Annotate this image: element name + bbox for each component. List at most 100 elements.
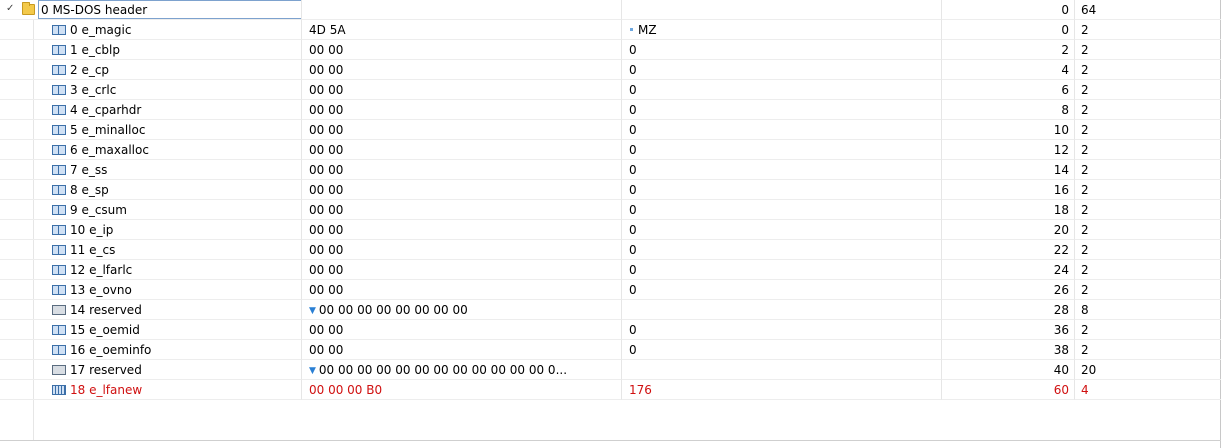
table-row[interactable]: 13 e_ovno 00 00 0 26 2 bbox=[0, 280, 1221, 300]
tree-node-ms-dos-header[interactable]: ✓ 0 MS-DOS header 0 64 bbox=[0, 0, 1221, 20]
dword-field-icon bbox=[52, 385, 66, 395]
field-value-cell[interactable]: 00 00 bbox=[302, 340, 622, 360]
field-value-cell[interactable]: 00 00 bbox=[302, 180, 622, 200]
field-value: 00 00 bbox=[309, 343, 344, 357]
field-name-cell[interactable]: 18 e_lfanew bbox=[0, 380, 302, 400]
chevron-down-icon[interactable]: ✓ bbox=[6, 3, 15, 14]
field-value-cell[interactable]: 00 00 bbox=[302, 140, 622, 160]
field-name-cell[interactable]: 16 e_oeminfo bbox=[0, 340, 302, 360]
field-name-cell[interactable]: 3 e_crlc bbox=[0, 80, 302, 100]
field-value: 00 00 bbox=[309, 103, 344, 117]
field-name-cell[interactable]: 0 e_magic bbox=[0, 20, 302, 40]
word-field-icon bbox=[52, 105, 66, 115]
field-offset: 26 bbox=[942, 280, 1075, 300]
field-description-cell: MZ bbox=[622, 20, 942, 40]
field-name-cell[interactable]: 15 e_oemid bbox=[0, 320, 302, 340]
field-name: 10 e_ip bbox=[70, 223, 114, 237]
field-description-cell bbox=[622, 360, 942, 380]
table-row[interactable]: 8 e_sp 00 00 0 16 2 bbox=[0, 180, 1221, 200]
field-value-cell[interactable]: 00 00 bbox=[302, 320, 622, 340]
table-row[interactable]: 14 reserved ▼ 00 00 00 00 00 00 00 00 28 8 bbox=[0, 300, 1221, 320]
field-description: MZ bbox=[638, 23, 657, 37]
field-value-cell[interactable]: 00 00 bbox=[302, 260, 622, 280]
field-name: 17 reserved bbox=[70, 363, 142, 377]
table-row[interactable]: 7 e_ss 00 00 0 14 2 bbox=[0, 160, 1221, 180]
field-value-cell[interactable]: ▼ 00 00 00 00 00 00 00 00 bbox=[302, 300, 622, 320]
field-description-cell: 0 bbox=[622, 180, 942, 200]
field-name: 1 e_cblp bbox=[70, 43, 120, 57]
field-name-cell[interactable]: 6 e_maxalloc bbox=[0, 140, 302, 160]
field-value-cell[interactable]: 00 00 bbox=[302, 220, 622, 240]
table-row[interactable]: 18 e_lfanew 00 00 00 B0 176 60 4 bbox=[0, 380, 1221, 400]
field-size: 2 bbox=[1075, 100, 1221, 120]
field-name-cell[interactable]: 5 e_minalloc bbox=[0, 120, 302, 140]
table-row[interactable]: 12 e_lfarlc 00 00 0 24 2 bbox=[0, 260, 1221, 280]
word-field-icon bbox=[52, 145, 66, 155]
field-name-cell[interactable]: 4 e_cparhdr bbox=[0, 100, 302, 120]
field-name: 3 e_crlc bbox=[70, 83, 117, 97]
field-name-cell[interactable]: 7 e_ss bbox=[0, 160, 302, 180]
table-row[interactable]: 3 e_crlc 00 00 0 6 2 bbox=[0, 80, 1221, 100]
field-name-cell[interactable]: 9 e_csum bbox=[0, 200, 302, 220]
field-name-cell[interactable]: 10 e_ip bbox=[0, 220, 302, 240]
table-row[interactable]: 15 e_oemid 00 00 0 36 2 bbox=[0, 320, 1221, 340]
field-value-cell[interactable]: 00 00 bbox=[302, 40, 622, 60]
field-description-cell: 0 bbox=[622, 160, 942, 180]
field-value-cell[interactable]: 4D 5A bbox=[302, 20, 622, 40]
field-name-cell[interactable]: 8 e_sp bbox=[0, 180, 302, 200]
expand-triangle-icon[interactable]: ▼ bbox=[309, 366, 316, 376]
field-offset: 6 bbox=[942, 80, 1075, 100]
expand-triangle-icon[interactable]: ▼ bbox=[309, 306, 316, 316]
word-field-icon bbox=[52, 245, 66, 255]
field-name-cell[interactable]: 13 e_ovno bbox=[0, 280, 302, 300]
field-value-cell[interactable]: 00 00 bbox=[302, 120, 622, 140]
field-value-cell[interactable]: 00 00 bbox=[302, 60, 622, 80]
field-name: 12 e_lfarlc bbox=[70, 263, 133, 277]
header-value-cell bbox=[302, 0, 622, 20]
field-value-cell[interactable]: 00 00 bbox=[302, 80, 622, 100]
word-field-icon bbox=[52, 225, 66, 235]
header-desc-cell bbox=[622, 0, 942, 20]
field-size: 8 bbox=[1075, 300, 1221, 320]
field-description-cell bbox=[622, 300, 942, 320]
field-size: 2 bbox=[1075, 60, 1221, 80]
folder-icon bbox=[22, 2, 35, 15]
field-offset: 0 bbox=[942, 20, 1075, 40]
table-row[interactable]: 11 e_cs 00 00 0 22 2 bbox=[0, 240, 1221, 260]
field-value-cell[interactable]: 00 00 bbox=[302, 100, 622, 120]
word-field-icon bbox=[52, 285, 66, 295]
field-offset: 16 bbox=[942, 180, 1075, 200]
field-value-cell[interactable]: ▼ 00 00 00 00 00 00 00 00 00 00 00 00 0..… bbox=[302, 360, 622, 380]
field-description: 0 bbox=[629, 263, 637, 277]
table-row[interactable]: 16 e_oeminfo 00 00 0 38 2 bbox=[0, 340, 1221, 360]
field-name-cell[interactable]: 2 e_cp bbox=[0, 60, 302, 80]
field-name-cell[interactable]: 17 reserved bbox=[0, 360, 302, 380]
field-offset: 36 bbox=[942, 320, 1075, 340]
table-row[interactable]: 4 e_cparhdr 00 00 0 8 2 bbox=[0, 100, 1221, 120]
table-row[interactable]: 2 e_cp 00 00 0 4 2 bbox=[0, 60, 1221, 80]
header-label: 0 MS-DOS header bbox=[38, 0, 301, 19]
field-value-cell[interactable]: 00 00 bbox=[302, 200, 622, 220]
word-field-icon bbox=[52, 345, 66, 355]
field-value-cell[interactable]: 00 00 bbox=[302, 240, 622, 260]
header-name-cell[interactable]: ✓ 0 MS-DOS header bbox=[0, 0, 302, 20]
field-value-cell[interactable]: 00 00 00 B0 bbox=[302, 380, 622, 400]
field-size: 2 bbox=[1075, 200, 1221, 220]
table-row[interactable]: 17 reserved ▼ 00 00 00 00 00 00 00 00 00 0… bbox=[0, 360, 1221, 380]
word-field-icon bbox=[52, 125, 66, 135]
field-name-cell[interactable]: 12 e_lfarlc bbox=[0, 260, 302, 280]
array-field-icon bbox=[52, 305, 66, 315]
table-row[interactable]: 0 e_magic 4D 5A MZ 0 2 bbox=[0, 20, 1221, 40]
table-row[interactable]: 5 e_minalloc 00 00 0 10 2 bbox=[0, 120, 1221, 140]
field-name-cell[interactable]: 1 e_cblp bbox=[0, 40, 302, 60]
field-value-cell[interactable]: 00 00 bbox=[302, 160, 622, 180]
field-name-cell[interactable]: 11 e_cs bbox=[0, 240, 302, 260]
field-value: 00 00 00 B0 bbox=[309, 383, 383, 397]
table-row[interactable]: 6 e_maxalloc 00 00 0 12 2 bbox=[0, 140, 1221, 160]
table-row[interactable]: 1 e_cblp 00 00 0 2 2 bbox=[0, 40, 1221, 60]
table-row[interactable]: 9 e_csum 00 00 0 18 2 bbox=[0, 200, 1221, 220]
field-name-cell[interactable]: 14 reserved bbox=[0, 300, 302, 320]
field-value-cell[interactable]: 00 00 bbox=[302, 280, 622, 300]
table-row[interactable]: 10 e_ip 00 00 0 20 2 bbox=[0, 220, 1221, 240]
